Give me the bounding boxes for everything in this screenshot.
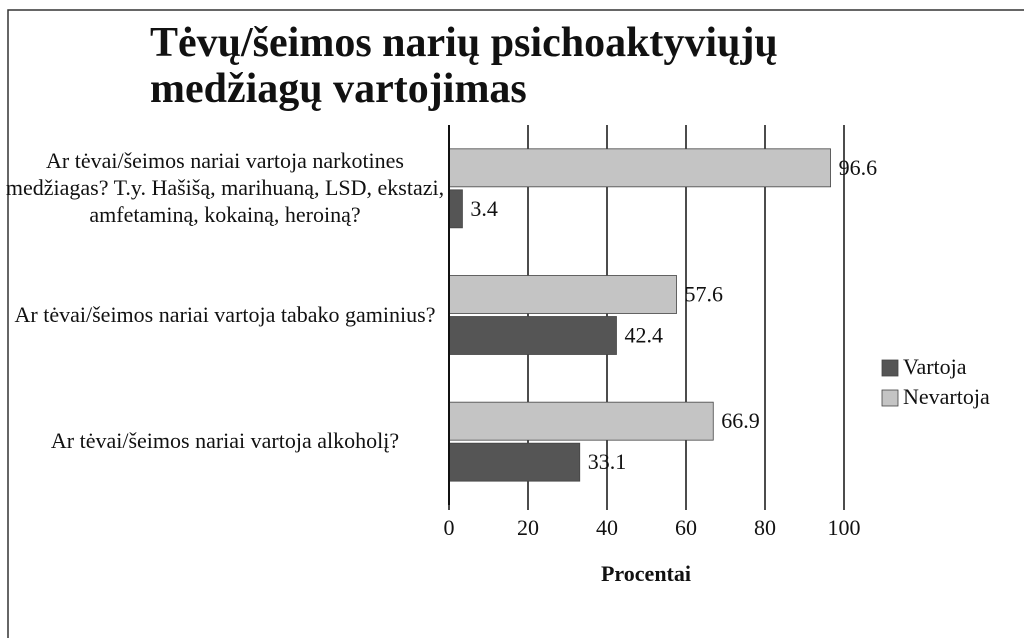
x-tick-label: 0 [444,515,455,540]
bar [448,189,463,229]
chart-title: Tėvų/šeimos narių psichoaktyviųjų medžia… [150,20,778,113]
category-label-box: Ar tėvai/šeimos nariai vartoja alkoholį? [50,428,400,454]
x-tick-label: 40 [596,515,618,540]
category-label-box: Ar tėvai/šeimos nariai vartoja narkotine… [5,148,445,227]
bar [448,401,714,441]
data-label: 33.1 [588,449,627,474]
category-label: Ar tėvai/šeimos nariai vartoja alkoholį? [50,428,400,454]
legend-label: Nevartoja [903,384,990,409]
category-label: Ar tėvai/šeimos nariai vartoja narkotine… [5,148,445,227]
legend-swatch [881,389,899,407]
data-label: 66.9 [721,408,760,433]
x-tick-label: 100 [828,515,861,540]
bar [448,148,831,188]
category-label-box: Ar tėvai/šeimos nariai vartoja tabako ga… [14,301,436,327]
legend-swatch [881,359,899,377]
data-label: 3.4 [470,196,498,221]
data-label: 96.6 [839,155,878,180]
frame [7,9,1024,638]
x-tick-label: 60 [675,515,697,540]
data-label: 57.6 [685,282,724,307]
x-tick-label: 80 [754,515,776,540]
title-box: Tėvų/šeimos narių psichoaktyviųjų medžia… [150,20,778,113]
x-axis-label: Procentai [601,561,691,586]
bar [448,316,617,355]
data-label: 42.4 [624,323,663,348]
category-label: Ar tėvai/šeimos nariai vartoja tabako ga… [14,301,436,327]
bar [448,275,677,314]
bar [448,442,581,482]
legend-label: Vartoja [903,354,967,379]
x-tick-label: 20 [517,515,539,540]
